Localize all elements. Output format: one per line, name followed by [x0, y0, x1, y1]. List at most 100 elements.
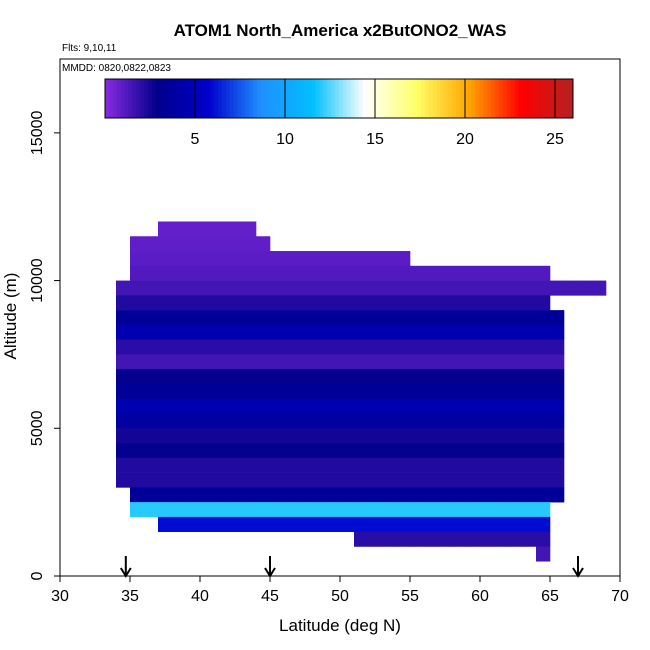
heatmap-cell: [158, 457, 173, 473]
heatmap-cell: [354, 280, 369, 296]
heatmap-cell: [368, 443, 383, 459]
heatmap-cell: [522, 487, 537, 503]
colorbar-segment: [307, 79, 313, 118]
heatmap-cell: [326, 295, 341, 311]
heatmap-cell: [382, 413, 397, 429]
heatmap-cell: [424, 413, 439, 429]
heatmap-cell: [186, 369, 201, 385]
heatmap-cell: [424, 339, 439, 355]
heatmap-cell: [256, 383, 271, 400]
heatmap-cell: [396, 531, 411, 547]
heatmap-cell: [256, 310, 271, 326]
heatmap-cell: [256, 472, 271, 488]
colorbar-segment: [128, 79, 133, 118]
heatmap-cell: [536, 383, 551, 400]
colorbar-segment: [475, 79, 480, 118]
heatmap-cell: [256, 443, 271, 459]
colorbar-segment: [565, 79, 570, 118]
heatmap-cell: [368, 502, 383, 518]
colorbar-segment: [374, 79, 379, 118]
heatmap-cell: [494, 443, 509, 459]
colorbar-segment: [467, 79, 472, 118]
heatmap-cell: [382, 251, 397, 267]
heatmap-cell: [340, 443, 355, 459]
heatmap-cell: [158, 339, 173, 355]
heatmap-cell: [284, 457, 299, 473]
colorbar-segment: [280, 79, 285, 118]
colorbar-segment: [420, 79, 426, 118]
heatmap-cell: [438, 428, 453, 444]
heatmap-cell: [354, 251, 369, 267]
colorbar-segment: [463, 79, 469, 118]
colorbar-segment: [300, 79, 305, 118]
heatmap-cell: [466, 339, 481, 355]
heatmap-cell: [214, 428, 229, 444]
heatmap-cell: [242, 472, 257, 488]
colorbar-segment: [222, 79, 227, 118]
heatmap-cell: [130, 413, 145, 429]
heatmap-cell: [466, 383, 481, 400]
heatmap-cell: [312, 339, 327, 355]
heatmap-cell: [382, 354, 397, 370]
heatmap-cell: [466, 354, 481, 370]
colorbar-segment: [366, 79, 371, 118]
heatmap-cell: [494, 310, 509, 326]
heatmap-cell: [410, 310, 425, 326]
heatmap-cell: [340, 251, 355, 267]
heatmap-cell: [340, 339, 355, 355]
colorbar-tick-label: 15: [366, 131, 384, 148]
heatmap-cell: [172, 251, 187, 267]
heatmap-cell: [214, 280, 229, 296]
heatmap-cell: [256, 251, 271, 267]
x-tick-label: 30: [51, 588, 69, 605]
heatmap-cell: [354, 383, 369, 400]
colorbar-segment: [186, 79, 192, 118]
x-tick-label: 60: [471, 588, 489, 605]
heatmap-cell: [116, 369, 131, 385]
colorbar-segment: [268, 79, 274, 118]
heatmap-cell: [242, 428, 257, 444]
colorbar-segment: [553, 79, 558, 118]
heatmap-cell: [326, 383, 341, 400]
heatmap-cell: [116, 354, 131, 370]
heatmap-cell: [480, 398, 495, 414]
heatmap-cell: [494, 280, 509, 296]
heatmap-cell: [536, 502, 551, 518]
heatmap-cell: [424, 457, 439, 473]
heatmap-cell: [452, 265, 467, 281]
heatmap-cell: [312, 398, 327, 414]
colorbar-segment: [479, 79, 484, 118]
heatmap-cell: [158, 413, 173, 429]
heatmap-cell: [200, 354, 215, 370]
heatmap-cell: [480, 413, 495, 429]
colorbar-segment: [194, 79, 199, 118]
heatmap-cell: [564, 280, 579, 296]
heatmap-cell: [270, 516, 285, 532]
heatmap-cell: [270, 472, 285, 488]
heatmap-cell: [158, 251, 173, 267]
heatmap-cell: [410, 354, 425, 370]
heatmap-cell: [158, 221, 173, 237]
heatmap-cell: [536, 369, 551, 385]
flight-marker-arrow: [264, 556, 276, 578]
colorbar-segment: [311, 79, 316, 118]
heatmap-cell: [200, 369, 215, 385]
heatmap-cell: [480, 443, 495, 459]
heatmap-cell: [298, 369, 313, 385]
heatmap-cell: [396, 487, 411, 503]
heatmap-cell: [144, 398, 159, 414]
heatmap-cell: [116, 280, 131, 296]
heatmap-cell: [522, 354, 537, 370]
colorbar-segment: [183, 79, 188, 118]
heatmap-cell: [396, 354, 411, 370]
heatmap-cell: [536, 428, 551, 444]
heatmap-cell: [354, 369, 369, 385]
heatmap-cell: [382, 531, 397, 547]
heatmap-cell: [130, 428, 145, 444]
heatmap-cell: [536, 310, 551, 326]
heatmap-cell: [424, 354, 439, 370]
heatmap-cell: [466, 531, 481, 547]
heatmap-cell: [452, 295, 467, 311]
heatmap-cell: [298, 487, 313, 503]
heatmap-cell: [130, 310, 145, 326]
